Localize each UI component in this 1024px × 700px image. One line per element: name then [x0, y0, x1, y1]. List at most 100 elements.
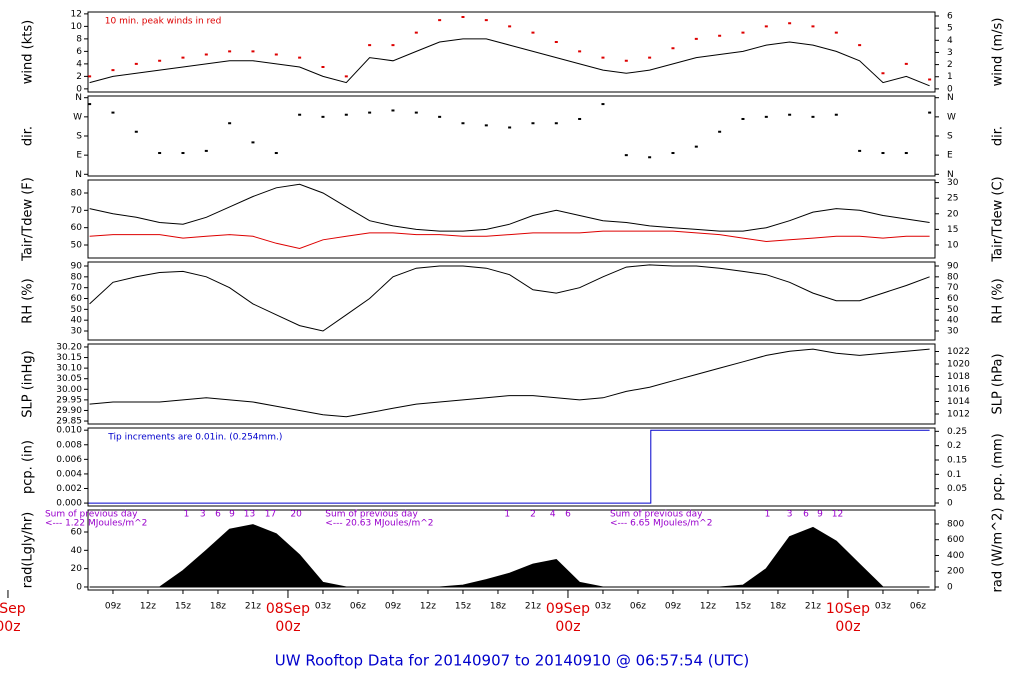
hour-mark: 3	[787, 510, 793, 520]
data-dot	[881, 72, 885, 75]
y-tick-label: 2	[76, 72, 82, 82]
x-tick-label: 18z	[210, 602, 226, 612]
data-dot	[858, 149, 862, 152]
y2-axis-title: SLP (hPa)	[991, 353, 1006, 414]
annotation: Tip increments are 0.01in. (0.254mm.)	[107, 433, 282, 443]
y-tick-label: 0.004	[56, 469, 82, 479]
y2-tick-label: 0	[947, 84, 953, 94]
data-dot	[741, 31, 745, 34]
plot-area	[89, 524, 930, 588]
data-dot	[251, 141, 255, 144]
y-axis-title: wind (kts)	[21, 20, 36, 84]
data-dot	[228, 122, 232, 125]
plot-area	[89, 348, 930, 418]
data-dot	[251, 50, 255, 53]
data-dot	[228, 50, 232, 53]
x-tick-label: 09z	[385, 602, 401, 612]
panel-frame	[87, 179, 936, 259]
data-dot	[111, 69, 115, 72]
data-dot	[438, 19, 442, 22]
panel-frame	[87, 427, 936, 507]
data-dot	[834, 113, 838, 116]
x-tick-label: 06z	[910, 602, 926, 612]
y-tick-label: 30.20	[56, 342, 82, 352]
hour-mark: 1	[765, 510, 771, 520]
y2-tick-label: 80	[947, 272, 959, 282]
x-tick-label: 09z	[665, 602, 681, 612]
x-tick-label: 12z	[700, 602, 716, 612]
y-tick-label: 80	[71, 189, 83, 199]
data-dot	[718, 130, 722, 133]
data-dot	[788, 22, 792, 25]
y-tick-label: 30.10	[56, 364, 82, 374]
data-dot	[111, 111, 115, 114]
panel-frame	[87, 343, 936, 425]
x-tick-label: 03z	[595, 602, 611, 612]
data-dot	[578, 117, 582, 120]
y-tick-label: 8	[76, 34, 82, 44]
data-dot	[811, 25, 815, 28]
y-tick-label: 40	[71, 316, 83, 326]
y2-tick-label: 10	[947, 240, 959, 250]
y-axis-title: Tair/Tdew (F)	[21, 177, 36, 262]
x-tick-label: 09z	[105, 602, 121, 612]
x-tick-label: 18z	[770, 602, 786, 612]
y2-tick-label: N	[947, 170, 954, 180]
chart-title: UW Rooftop Data for 20140907 to 20140910…	[275, 652, 749, 670]
y-tick-label: 10	[71, 22, 83, 32]
y-tick-label: 0.006	[56, 455, 82, 465]
data-dot	[928, 111, 932, 114]
hour-mark: 9	[817, 510, 823, 520]
data-dot	[554, 122, 558, 125]
y-tick-label: 60	[71, 294, 83, 304]
y2-tick-label: 1012	[947, 410, 970, 420]
data-dot	[88, 75, 92, 78]
data-dot	[414, 31, 418, 34]
hour-mark: 6	[215, 510, 221, 520]
x-tick-label: 15z	[455, 602, 471, 612]
y-tick-label: 60	[71, 527, 83, 537]
data-dot	[648, 156, 652, 159]
data-dot	[694, 145, 698, 148]
y-tick-label: S	[76, 132, 82, 142]
data-dot	[764, 115, 768, 118]
x-tick-label: 21z	[525, 602, 541, 612]
data-line	[89, 348, 930, 418]
y2-axis-title: rad (W/m^2)	[991, 508, 1006, 593]
panel-frame	[87, 261, 936, 341]
y-axis-title: SLP (inHg)	[21, 350, 36, 418]
y2-tick-label: 200	[947, 567, 964, 577]
data-dot	[391, 109, 395, 112]
y-axis-title: pcp. (in)	[21, 440, 36, 494]
y-tick-label: 60	[71, 223, 83, 233]
hour-mark: 6	[565, 510, 571, 520]
plot-area	[89, 183, 930, 250]
x-tick-label: 12z	[420, 602, 436, 612]
data-dot	[741, 117, 745, 120]
y-axis-title: rad(Lgly/hr)	[21, 512, 36, 588]
data-dot	[321, 115, 325, 118]
y2-axis-title: pcp. (mm)	[991, 433, 1006, 500]
day-sublabel: 00z	[835, 619, 860, 635]
data-dot	[461, 122, 465, 125]
data-dot	[368, 111, 372, 114]
data-line	[89, 264, 930, 332]
y-tick-label: W	[73, 112, 82, 122]
y2-tick-label: E	[947, 151, 953, 161]
y-tick-label: 0	[76, 582, 82, 592]
hour-mark: 2	[530, 510, 536, 520]
data-dot	[298, 113, 302, 116]
y2-axis-title: dir.	[991, 126, 1006, 146]
data-dot	[344, 113, 348, 116]
data-dot	[204, 149, 208, 152]
data-dot	[904, 152, 908, 155]
data-dot	[321, 66, 325, 68]
y-tick-label: E	[76, 151, 82, 161]
data-dot	[624, 59, 628, 62]
day-label: 10Sep	[826, 601, 870, 617]
y-tick-label: 70	[71, 206, 83, 216]
note: <--- 6.65 MJoules/m^2	[610, 519, 712, 529]
y2-tick-label: 1	[947, 72, 953, 82]
y2-tick-label: 30	[947, 327, 959, 337]
y2-tick-label: 20	[947, 209, 959, 219]
